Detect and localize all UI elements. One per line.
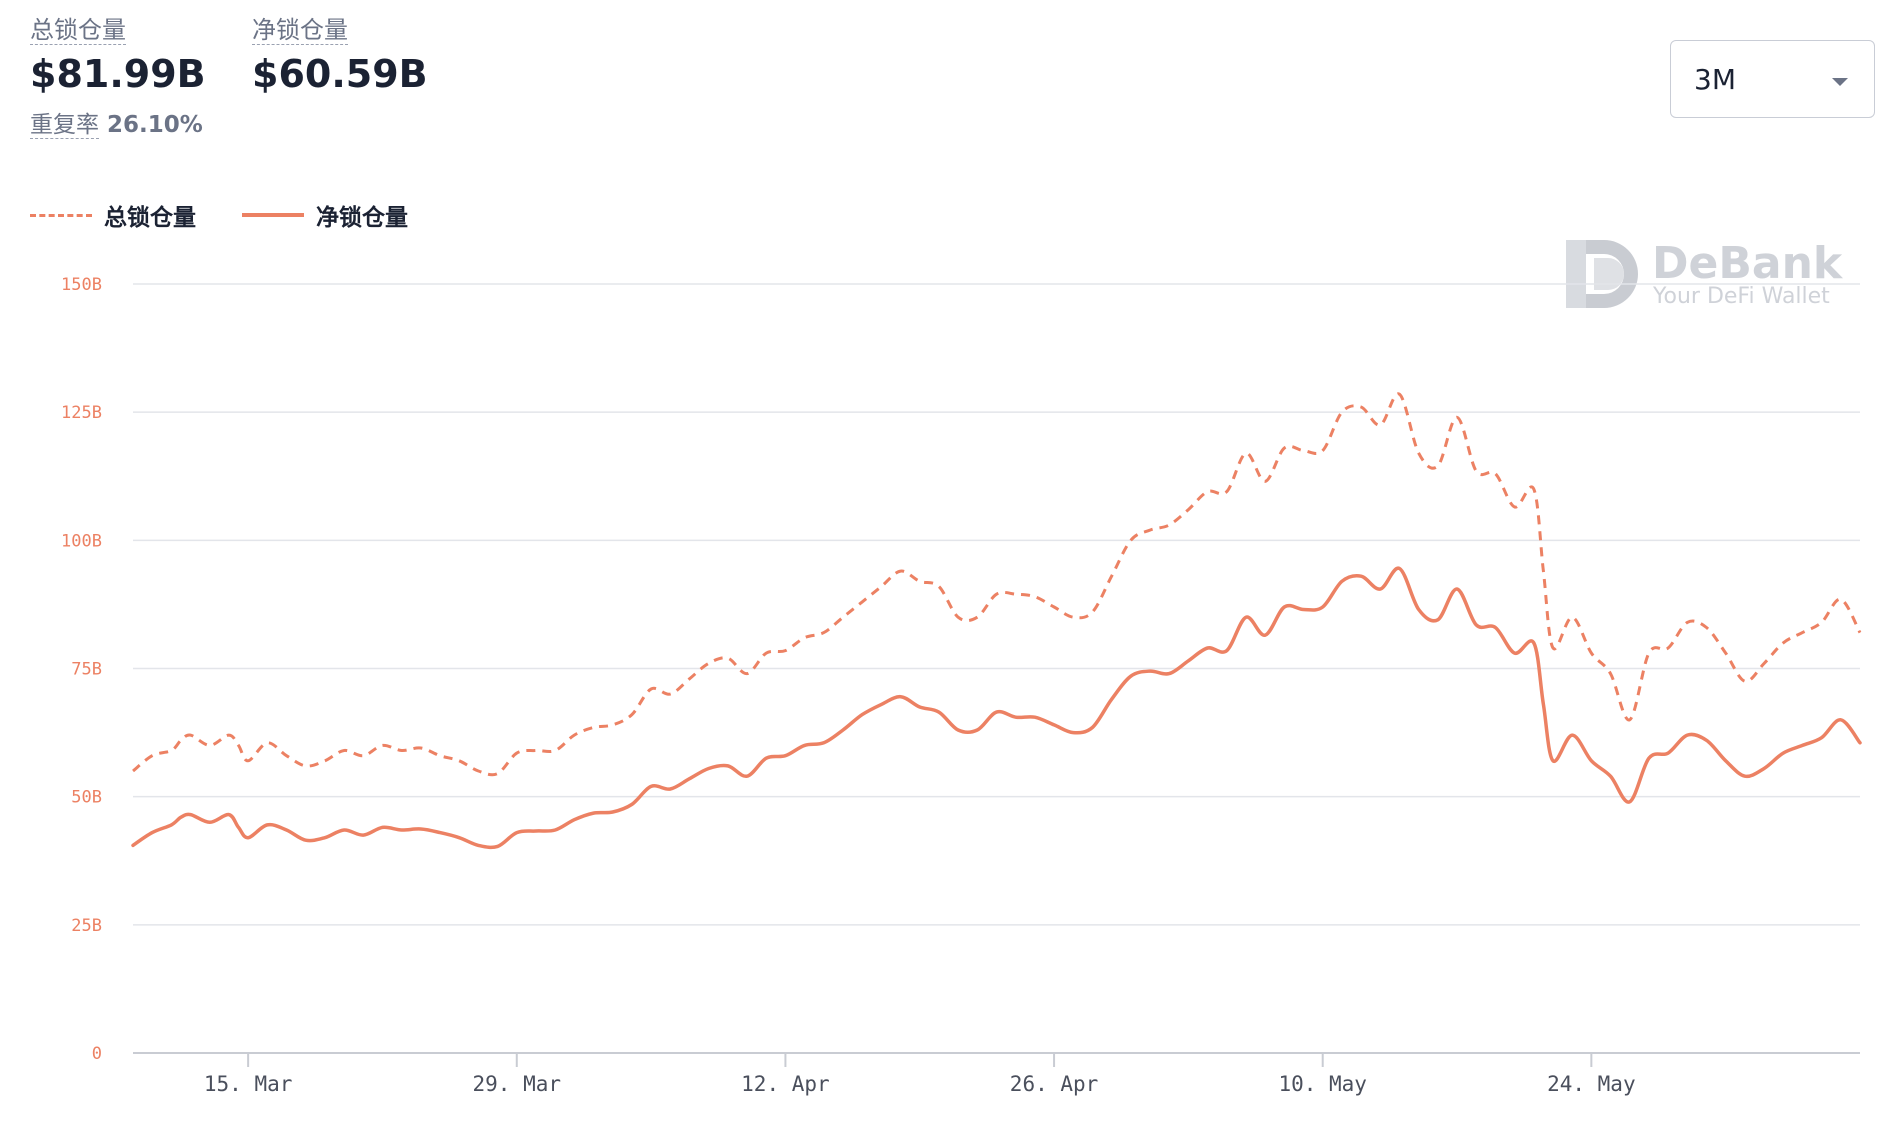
y-axis: 0 25B 50B 75B 100B 125B 150B <box>61 275 102 1064</box>
repeat-rate: 重复率 26.10% <box>30 111 203 139</box>
y-tick-label: 100B <box>61 531 102 551</box>
debank-watermark: DeBank Your DeFi Wallet <box>1566 238 1844 309</box>
x-tick-label: 24. May <box>1547 1072 1636 1096</box>
chart-series <box>131 392 1862 850</box>
legend-dashed-line-icon <box>30 213 92 217</box>
y-tick-label: 125B <box>61 403 102 423</box>
legend-item-net-tvl[interactable]: 净锁仓量 <box>242 198 408 232</box>
legend-label-tvl: 总锁仓量 <box>104 205 196 231</box>
time-range-value: 3M <box>1694 63 1736 96</box>
repeat-rate-label: 重复率 <box>30 112 99 139</box>
chevron-down-icon[interactable] <box>1832 78 1848 86</box>
watermark-tagline: Your DeFi Wallet <box>1652 284 1830 309</box>
legend-item-tvl[interactable]: 总锁仓量 <box>30 198 196 232</box>
y-tick-label: 75B <box>71 660 102 680</box>
legend-solid-line-icon <box>242 213 304 217</box>
x-tick-label: 29. Mar <box>473 1072 562 1096</box>
y-tick-label: 25B <box>71 916 102 936</box>
net-tvl-label: 净锁仓量 <box>252 16 348 45</box>
chart-gridlines <box>133 283 1860 926</box>
time-range-select[interactable]: 3M <box>1670 40 1875 118</box>
x-tick-label: 26. Apr <box>1010 1072 1099 1096</box>
tvl-label: 总锁仓量 <box>30 16 126 45</box>
series-line-net-tvl <box>131 566 1862 850</box>
y-tick-label: 50B <box>71 788 102 808</box>
x-axis: 15. Mar 29. Mar 12. Apr 26. Apr 10. May 24. M… <box>133 1052 1860 1096</box>
x-tick-label: 15. Mar <box>204 1072 293 1096</box>
series-line-tvl <box>132 392 1862 777</box>
legend-label-net-tvl: 净锁仓量 <box>316 205 408 231</box>
net-tvl-value: $60.59B <box>252 52 428 96</box>
x-tick-label: 12. Apr <box>741 1072 830 1096</box>
tvl-value: $81.99B <box>30 52 206 96</box>
watermark-name: DeBank <box>1652 238 1844 289</box>
repeat-rate-value: 26.10% <box>107 112 203 138</box>
debank-logo-icon <box>1566 240 1638 308</box>
y-tick-label: 0 <box>92 1044 102 1064</box>
y-tick-label: 150B <box>61 275 102 295</box>
x-tick-label: 10. May <box>1278 1072 1367 1096</box>
